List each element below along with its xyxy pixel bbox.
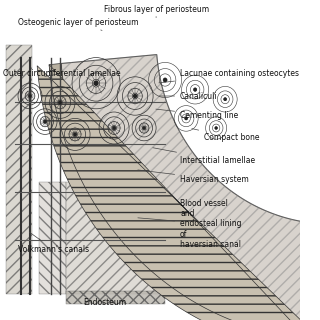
FancyBboxPatch shape xyxy=(6,45,32,294)
Text: Compact bone: Compact bone xyxy=(192,129,260,142)
Text: Outer circumferential lamellae: Outer circumferential lamellae xyxy=(3,69,121,78)
FancyBboxPatch shape xyxy=(66,291,165,304)
Text: Lacunae containing osteocytes: Lacunae containing osteocytes xyxy=(159,69,299,83)
Text: Volkmann's canals: Volkmann's canals xyxy=(18,232,89,254)
Text: Endosteum: Endosteum xyxy=(84,298,127,307)
Text: Blood vessel
and
endosteal lining
of
haversian canal: Blood vessel and endosteal lining of hav… xyxy=(138,199,242,249)
Circle shape xyxy=(194,88,196,91)
Circle shape xyxy=(185,117,187,119)
Polygon shape xyxy=(37,65,320,320)
Polygon shape xyxy=(49,63,320,320)
Circle shape xyxy=(59,101,61,104)
Circle shape xyxy=(224,98,226,100)
Circle shape xyxy=(164,79,166,81)
Text: Interstitial lamellae: Interstitial lamellae xyxy=(153,148,255,164)
Text: Canaliculi: Canaliculi xyxy=(159,92,218,100)
Circle shape xyxy=(44,121,46,123)
Circle shape xyxy=(143,127,145,129)
Polygon shape xyxy=(61,55,320,320)
Text: Haversian system: Haversian system xyxy=(138,170,249,184)
Circle shape xyxy=(74,133,76,136)
Circle shape xyxy=(94,81,98,85)
FancyBboxPatch shape xyxy=(39,182,66,294)
Text: Osteogenic layer of periosteum: Osteogenic layer of periosteum xyxy=(18,18,138,30)
Circle shape xyxy=(29,95,31,97)
Text: Cementing line: Cementing line xyxy=(156,109,238,120)
Circle shape xyxy=(113,127,115,129)
FancyBboxPatch shape xyxy=(66,182,165,294)
Circle shape xyxy=(215,127,217,129)
Circle shape xyxy=(134,94,137,98)
Text: Fibrous layer of periosteum: Fibrous layer of periosteum xyxy=(104,5,209,18)
